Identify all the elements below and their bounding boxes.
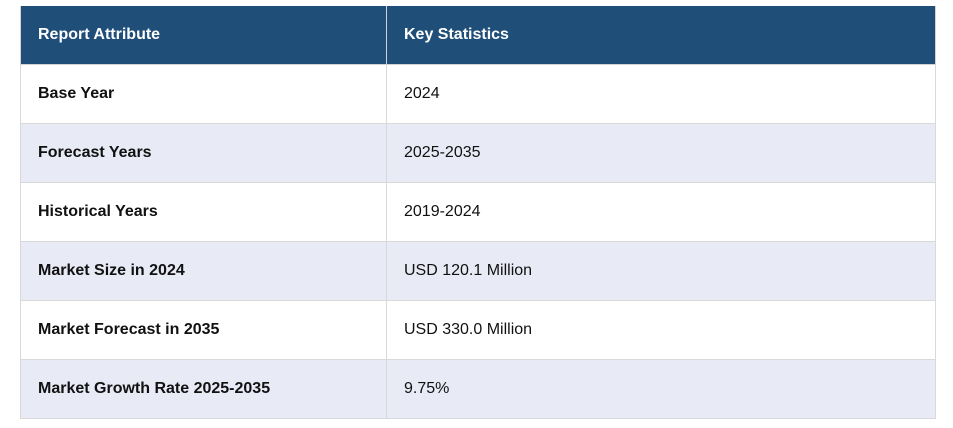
row-value: USD 120.1 Million bbox=[386, 240, 936, 301]
table-row: Historical Years 2019-2024 bbox=[20, 181, 936, 242]
row-attribute: Forecast Years bbox=[20, 122, 387, 183]
header-key-statistics: Key Statistics bbox=[386, 6, 936, 65]
row-value: 2024 bbox=[386, 63, 936, 124]
report-statistics-table: Report Attribute Key Statistics Base Yea… bbox=[20, 6, 936, 419]
row-attribute: Market Size in 2024 bbox=[20, 240, 387, 301]
report-table-container: Report Attribute Key Statistics Base Yea… bbox=[20, 6, 936, 419]
table-row: Market Forecast in 2035 USD 330.0 Millio… bbox=[20, 299, 936, 360]
table-header-row: Report Attribute Key Statistics bbox=[20, 6, 936, 65]
table-row: Forecast Years 2025-2035 bbox=[20, 122, 936, 183]
row-value: 2025-2035 bbox=[386, 122, 936, 183]
row-attribute: Market Forecast in 2035 bbox=[20, 299, 387, 360]
row-attribute: Base Year bbox=[20, 63, 387, 124]
row-value: 2019-2024 bbox=[386, 181, 936, 242]
table-row: Market Size in 2024 USD 120.1 Million bbox=[20, 240, 936, 301]
row-attribute: Historical Years bbox=[20, 181, 387, 242]
row-value: 9.75% bbox=[386, 358, 936, 419]
row-value: USD 330.0 Million bbox=[386, 299, 936, 360]
table-row: Market Growth Rate 2025-2035 9.75% bbox=[20, 358, 936, 419]
table-row: Base Year 2024 bbox=[20, 63, 936, 124]
row-attribute: Market Growth Rate 2025-2035 bbox=[20, 358, 387, 419]
header-report-attribute: Report Attribute bbox=[20, 6, 387, 65]
